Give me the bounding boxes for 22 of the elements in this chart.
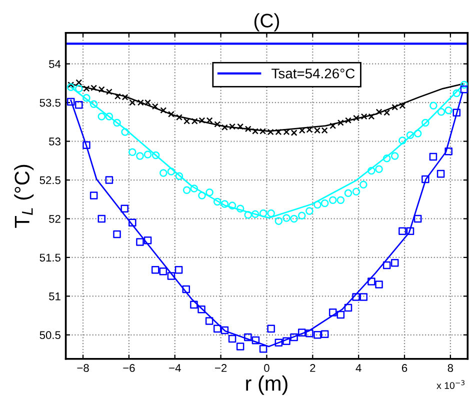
- y-tick-label: 54: [49, 60, 61, 68]
- chart-title: (C): [254, 13, 280, 32]
- x-tick-label: 4: [356, 364, 362, 372]
- x-tick-label: 6: [402, 364, 408, 372]
- x-tick-label: 2: [310, 364, 316, 372]
- x-tick-label: 0: [264, 364, 270, 372]
- x-tick-label: −2: [215, 364, 227, 372]
- text: x 10$^{−3}$: [436, 380, 464, 389]
- y-tick-label: 51: [49, 292, 60, 300]
- y-tick-label: 51.5: [40, 254, 60, 262]
- x-tick-label: −8: [77, 364, 89, 372]
- legend-label: Tsat=54.26°C: [272, 68, 355, 78]
- y-tick-label: 52: [49, 215, 60, 223]
- x-tick-label: −6: [123, 364, 135, 372]
- y-tick-label: 53: [49, 138, 60, 146]
- y-axis-title: T$_{L}$ (°C): [14, 164, 34, 228]
- x-tick-label: −4: [169, 364, 181, 372]
- y-tick-label: 50.5: [40, 331, 60, 340]
- x-axis-title: r (m): [246, 376, 288, 395]
- y-tick-label: 52.5: [40, 176, 60, 184]
- y-tick-label: 53.5: [40, 98, 60, 107]
- x-tick-label: 8: [448, 364, 454, 372]
